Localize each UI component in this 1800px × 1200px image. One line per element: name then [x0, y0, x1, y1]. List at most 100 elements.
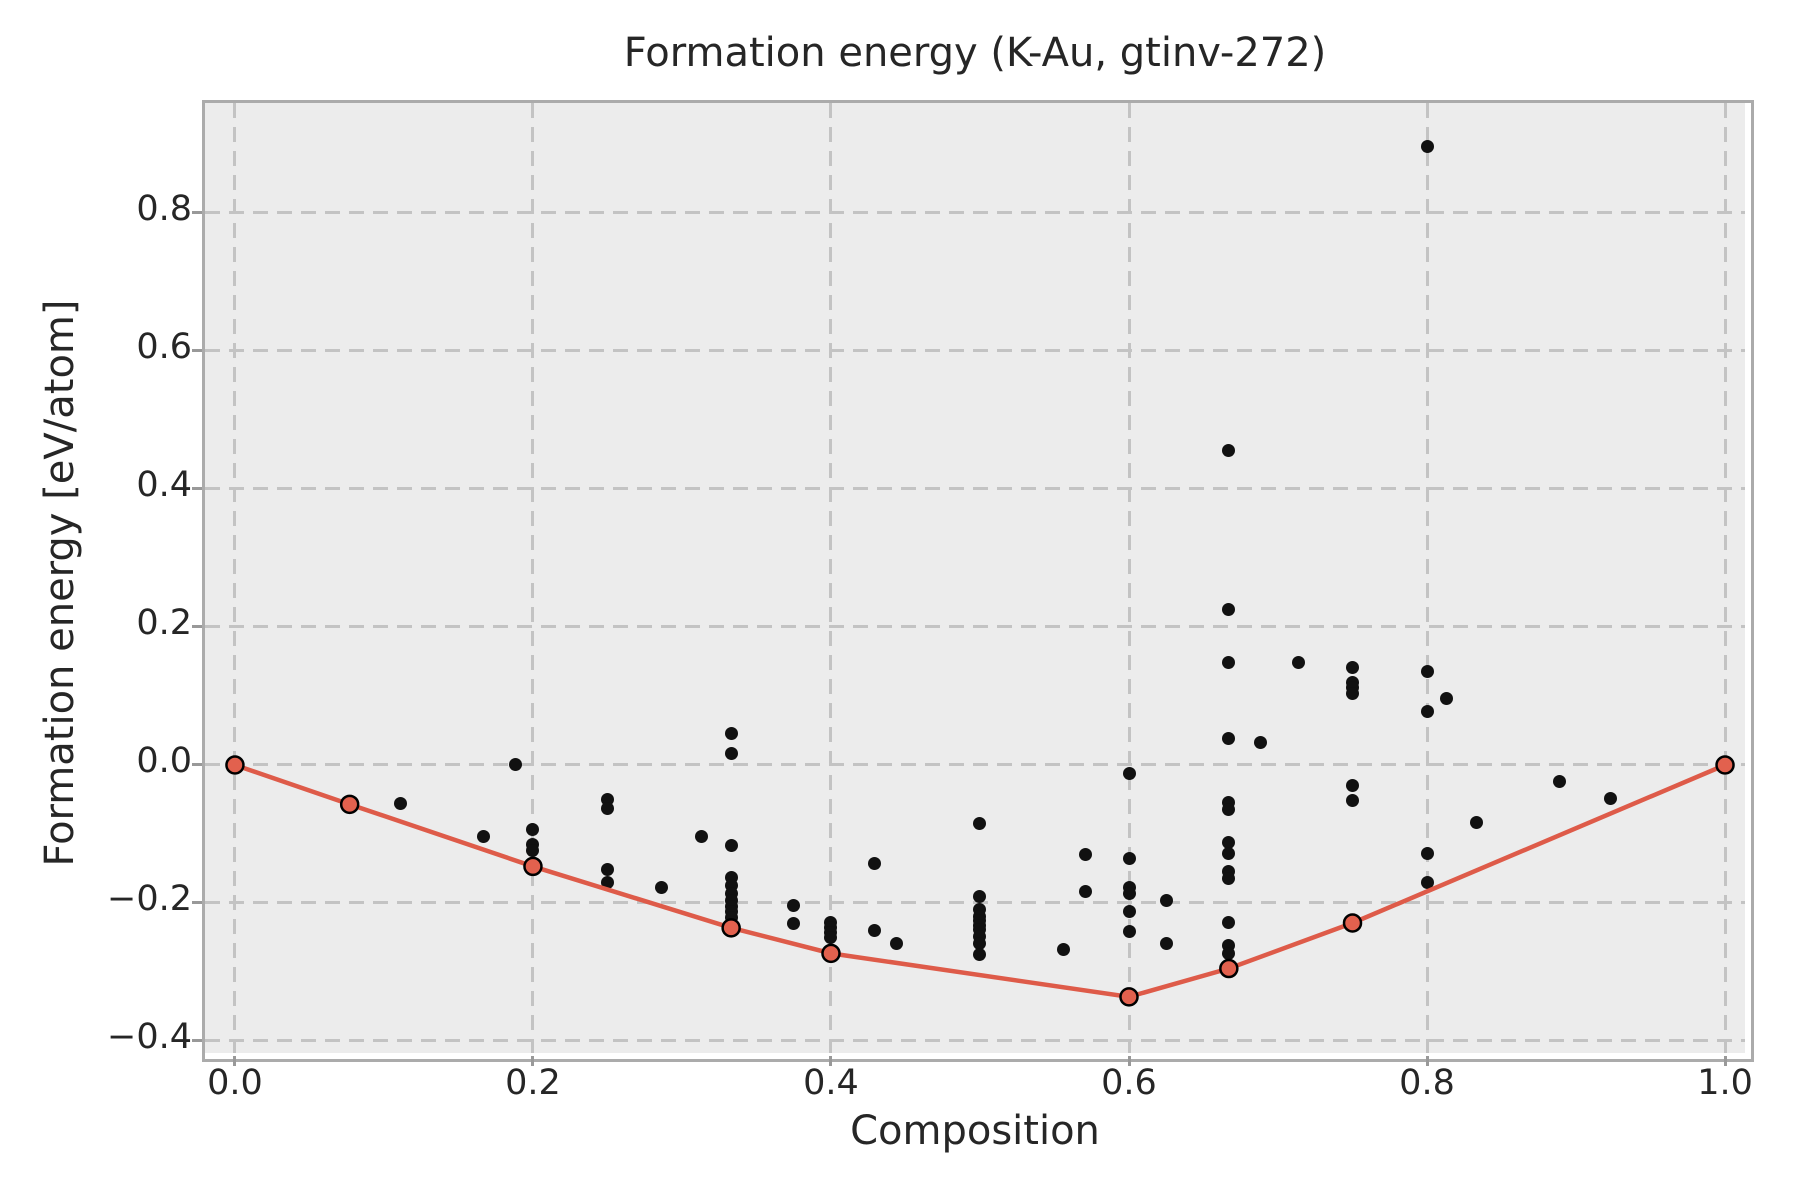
scatter-point: [1222, 602, 1236, 616]
scatter-point: [1420, 876, 1434, 890]
scatter-point: [1222, 732, 1236, 746]
scatter-point: [508, 758, 522, 772]
x-tick-mark: [1425, 1056, 1429, 1066]
x-tick-mark: [233, 1056, 237, 1066]
x-gridline: [233, 103, 237, 1053]
scatter-point: [1222, 656, 1236, 670]
scatter-point: [867, 924, 881, 938]
scatter-point: [1122, 886, 1136, 900]
scatter-point: [724, 746, 738, 760]
y-tick-label: 0.2: [136, 602, 192, 643]
scatter-point: [1222, 443, 1236, 457]
scatter-point: [694, 830, 708, 844]
scatter-point: [393, 797, 407, 811]
x-tick-label: 0.4: [803, 1063, 859, 1103]
scatter-point: [1222, 846, 1236, 860]
x-tick-mark: [1127, 1056, 1131, 1066]
scatter-point: [1420, 846, 1434, 860]
scatter-point: [526, 823, 540, 837]
y-tick-label: 0.6: [136, 326, 192, 367]
y-tick-label: 0.8: [136, 188, 192, 229]
x-tick-label: 0.0: [207, 1063, 263, 1103]
scatter-point: [1222, 946, 1236, 960]
x-tick-mark: [1723, 1056, 1727, 1066]
y-gridline: [205, 349, 1745, 353]
y-tick-mark: [192, 763, 202, 767]
y-tick-mark: [192, 487, 202, 491]
scatter-point: [1222, 803, 1236, 817]
scatter-point: [1346, 779, 1359, 793]
scatter-point: [1553, 775, 1567, 789]
y-tick-mark: [192, 211, 202, 215]
scatter-point: [1159, 893, 1173, 907]
convex-hull-line: [234, 762, 1726, 1000]
x-tick-label: 0.2: [505, 1063, 561, 1103]
x-gridline: [829, 103, 833, 1053]
scatter-point: [1439, 691, 1453, 705]
x-gridline: [1723, 103, 1727, 1053]
scatter-point: [1222, 872, 1236, 886]
y-gridline: [205, 1039, 1745, 1043]
scatter-point: [654, 880, 668, 894]
scatter-point: [890, 937, 904, 951]
scatter-point: [1292, 656, 1306, 670]
scatter-point: [1420, 139, 1434, 153]
y-tick-label: 0.4: [136, 464, 192, 505]
y-tick-mark: [192, 901, 202, 905]
scatter-point: [1122, 851, 1136, 865]
scatter-point: [1079, 848, 1093, 862]
y-tick-mark: [192, 349, 202, 353]
scatter-point: [1222, 915, 1236, 929]
x-tick-label: 0.6: [1101, 1063, 1157, 1103]
scatter-point: [1056, 943, 1070, 957]
scatter-point: [1122, 925, 1136, 939]
y-tick-mark: [192, 1039, 202, 1043]
scatter-point: [787, 916, 801, 930]
scatter-point: [477, 830, 491, 844]
hull-vertex: [1342, 913, 1363, 933]
scatter-point: [1253, 735, 1267, 749]
y-axis-label: Formation energy [eV/atom]: [37, 299, 83, 867]
scatter-point: [724, 910, 738, 924]
scatter-point: [1122, 767, 1136, 781]
y-gridline: [205, 625, 1745, 629]
x-axis-label: Composition: [850, 1108, 1100, 1154]
scatter-point: [1346, 794, 1359, 808]
scatter-point: [600, 862, 614, 876]
scatter-point: [1346, 687, 1359, 701]
x-tick-label: 1.0: [1697, 1063, 1753, 1103]
x-gridline: [1425, 103, 1429, 1053]
scatter-point: [1420, 664, 1434, 678]
x-tick-mark: [829, 1056, 833, 1066]
plot-area: [192, 100, 1754, 1066]
x-gridline: [1127, 103, 1131, 1053]
scatter-point: [973, 817, 987, 831]
scatter-point: [1159, 936, 1173, 950]
scatter-point: [526, 844, 540, 858]
scatter-point: [600, 801, 614, 815]
scatter-point: [1603, 792, 1617, 806]
x-tick-mark: [531, 1056, 535, 1066]
chart-title: Formation energy (K-Au, gtinv-272): [623, 30, 1327, 76]
y-tick-label: −0.4: [107, 1016, 192, 1057]
x-tick-label: 0.8: [1399, 1063, 1455, 1103]
scatter-point: [867, 857, 881, 871]
scatter-point: [724, 727, 738, 741]
y-tick-label: −0.2: [107, 878, 192, 919]
y-gridline: [205, 211, 1745, 215]
y-tick-label: 0.0: [136, 740, 192, 781]
scatter-point: [600, 876, 614, 890]
hull-vertex: [1219, 958, 1239, 979]
scatter-point: [1420, 705, 1434, 719]
scatter-point: [724, 839, 738, 853]
scatter-point: [1079, 884, 1093, 898]
hull-vertex: [339, 794, 360, 815]
scatter-point: [1122, 905, 1136, 919]
y-tick-mark: [192, 625, 202, 629]
y-gridline: [205, 763, 1745, 767]
scatter-point: [824, 930, 838, 944]
scatter-point: [1346, 661, 1359, 675]
scatter-point: [787, 899, 801, 913]
scatter-point: [973, 948, 987, 962]
